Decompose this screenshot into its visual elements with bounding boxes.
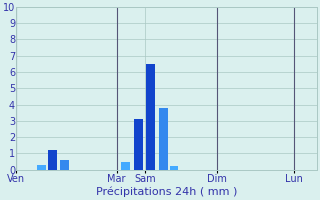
Bar — [159, 108, 168, 170]
Bar — [170, 166, 179, 170]
Bar — [37, 165, 46, 170]
X-axis label: Précipitations 24h ( mm ): Précipitations 24h ( mm ) — [96, 187, 237, 197]
Bar — [121, 162, 130, 170]
Bar — [146, 64, 155, 170]
Bar — [134, 119, 143, 170]
Bar — [48, 150, 57, 170]
Bar — [60, 160, 69, 170]
